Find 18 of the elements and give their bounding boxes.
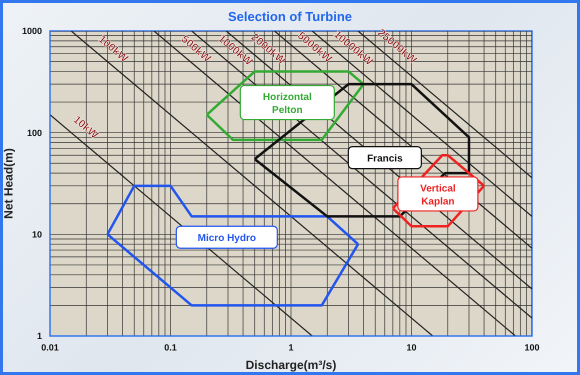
y-tick-label: 10 bbox=[32, 230, 42, 240]
x-tick-label: 100 bbox=[524, 342, 540, 352]
name-tag: Francis bbox=[348, 146, 422, 170]
x-tick-label: 0.01 bbox=[41, 342, 59, 352]
x-tick-label: 10 bbox=[406, 342, 417, 352]
y-tick-label: 100 bbox=[26, 128, 42, 138]
name-tag: Micro Hydro bbox=[176, 226, 278, 249]
series-label: Micro Hydro bbox=[198, 233, 256, 244]
x-tick-label: 1 bbox=[288, 342, 294, 352]
y-axis-title: Net Head(m) bbox=[1, 148, 16, 219]
x-axis-title: Discharge(m³/s) bbox=[246, 358, 336, 372]
x-tick-label: 0.1 bbox=[164, 342, 177, 352]
y-tick-label: 1 bbox=[36, 331, 42, 342]
chart-title: Selection of Turbine bbox=[227, 9, 353, 24]
name-tag: Vertical Kaplan bbox=[397, 176, 478, 212]
name-tag: Horizontal Pelton bbox=[240, 84, 335, 120]
y-tick-label: 1000 bbox=[22, 26, 42, 36]
series-label: Vertical Kaplan bbox=[420, 183, 456, 208]
